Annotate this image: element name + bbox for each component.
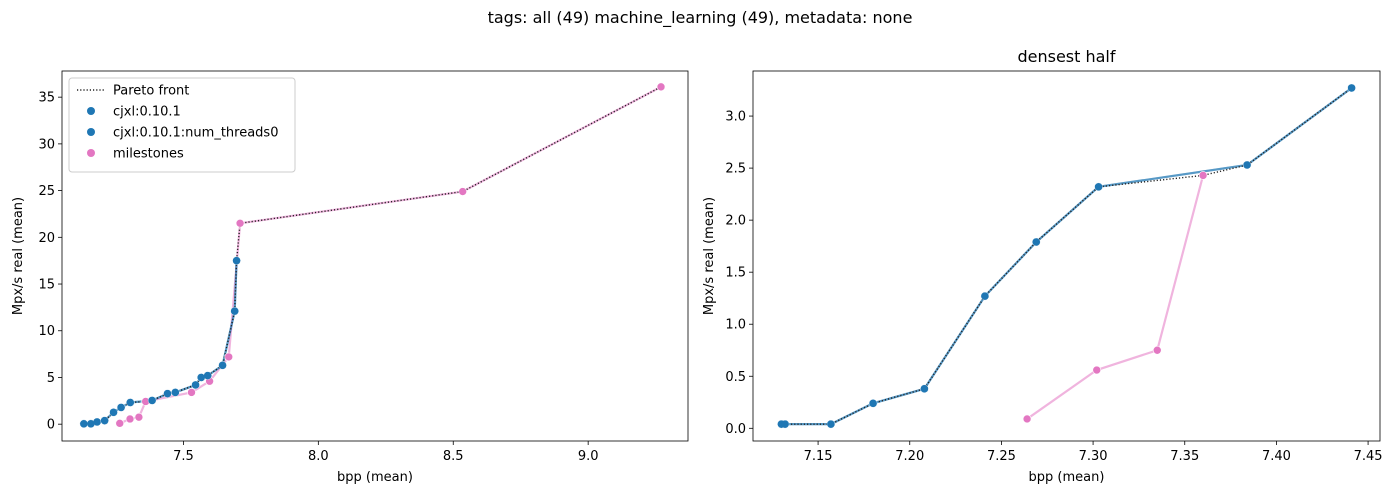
cjxl-point <box>80 420 88 428</box>
milestones-line <box>1026 175 1205 420</box>
milestones-point <box>1198 171 1208 180</box>
cjxl-point <box>1094 183 1103 191</box>
legend-milestones-swatch <box>87 149 95 157</box>
x-tick-label: 7.5 <box>173 449 194 464</box>
cjxl-point <box>1347 84 1356 92</box>
cjxl-point <box>197 373 205 382</box>
y-tick-label: 1.0 <box>725 318 746 333</box>
cjxl-point <box>109 408 118 416</box>
x-tick-label: 7.15 <box>804 449 833 464</box>
x-tick-label: 7.30 <box>1079 449 1108 464</box>
cjxl-point <box>126 398 134 407</box>
legend-entry-label: cjxl:0.10.1 <box>113 105 181 120</box>
cjxl-point <box>93 418 101 426</box>
cjxl-point <box>232 257 241 265</box>
milestones-point <box>134 412 144 422</box>
cjxl-point <box>101 417 109 425</box>
x-tick-label: 7.35 <box>1170 449 1199 464</box>
figure-suptitle: tags: all (49) machine_learning (49), me… <box>487 8 913 27</box>
cjxl-point <box>1032 238 1040 246</box>
cjxl-point <box>171 388 179 397</box>
y-tick-label: 2.0 <box>725 214 746 229</box>
milestones-line <box>119 85 662 425</box>
axes-frame <box>752 70 1381 442</box>
legend-entry-label: milestones <box>113 147 184 162</box>
x-tick-label: 7.20 <box>895 449 924 464</box>
cjxl-point <box>1243 161 1251 169</box>
cjxl-point <box>218 361 227 369</box>
chart-left: 7.5 8.0 8.5 9.0 0 5 10 15 20 25 30 35 bpp (mean) Mpx/… <box>11 70 689 485</box>
milestones-point <box>1022 414 1032 424</box>
y-tick-label: 0.5 <box>725 370 746 385</box>
y-tick-label: 15 <box>38 278 55 293</box>
cjxl-point <box>204 371 212 380</box>
legend-cjxl-swatch <box>87 107 95 115</box>
y-tick-label: 1.5 <box>725 266 746 281</box>
axes-title: densest half <box>1017 47 1115 66</box>
cjxl-point <box>869 399 877 407</box>
y-tick-label: 25 <box>38 184 55 199</box>
cjxl-point <box>781 420 789 428</box>
cjxl-point <box>87 420 95 428</box>
cjxl-point <box>920 385 929 393</box>
cjxl-point <box>981 292 989 300</box>
legend-num-threads-swatch <box>87 128 95 136</box>
y-tick-label: 0 <box>47 418 55 433</box>
cjxl-point <box>117 403 125 412</box>
y-tick-label: 3.0 <box>725 110 746 125</box>
y-tick-label: 2.5 <box>725 162 746 177</box>
milestones-point <box>235 218 245 228</box>
x-axis-label: bpp (mean) <box>337 470 413 485</box>
cjxl-point <box>827 420 835 428</box>
legend-entry-label: cjxl:0.10.1:num_threads0 <box>113 126 278 141</box>
cjxl-point <box>231 307 239 315</box>
milestones-point <box>458 187 467 196</box>
milestones-point <box>1092 365 1102 375</box>
y-tick-label: 20 <box>38 231 55 246</box>
milestones-point <box>115 419 125 428</box>
chart-right: densest half 7.15 7.20 7.25 7.30 7.35 7.40 7.45… <box>702 47 1383 485</box>
x-axis-label: bpp (mean) <box>1029 470 1105 485</box>
legend-box <box>68 77 296 173</box>
cjxl-point <box>163 390 172 398</box>
y-tick-label: 30 <box>38 137 55 152</box>
y-tick-label: 0.0 <box>725 422 746 437</box>
x-tick-label: 8.5 <box>443 449 464 464</box>
milestones-point <box>125 414 135 424</box>
y-axis-label: Mpx/s real (mean) <box>702 197 717 315</box>
num-threads-line <box>781 87 1353 426</box>
y-tick-label: 10 <box>38 324 55 339</box>
cjxl-point <box>191 381 200 389</box>
cjxl-point <box>148 396 156 405</box>
y-tick-label: 35 <box>38 91 55 106</box>
pareto-front-line <box>781 87 1352 425</box>
milestones-point <box>1152 345 1162 355</box>
y-axis-label: Mpx/s real (mean) <box>11 197 26 315</box>
axes-frame <box>61 70 689 442</box>
x-tick-label: 7.45 <box>1354 449 1383 464</box>
x-tick-label: 8.0 <box>308 449 329 464</box>
cjxl-line <box>781 87 1353 426</box>
y-tick-label: 5 <box>47 371 55 386</box>
legend-entry-label: Pareto front <box>113 84 189 99</box>
x-tick-label: 7.25 <box>987 449 1016 464</box>
milestones-point <box>224 352 234 362</box>
milestones-point <box>656 82 666 92</box>
milestones-point <box>187 388 196 397</box>
x-tick-label: 7.40 <box>1262 449 1291 464</box>
x-tick-label: 9.0 <box>578 449 599 464</box>
